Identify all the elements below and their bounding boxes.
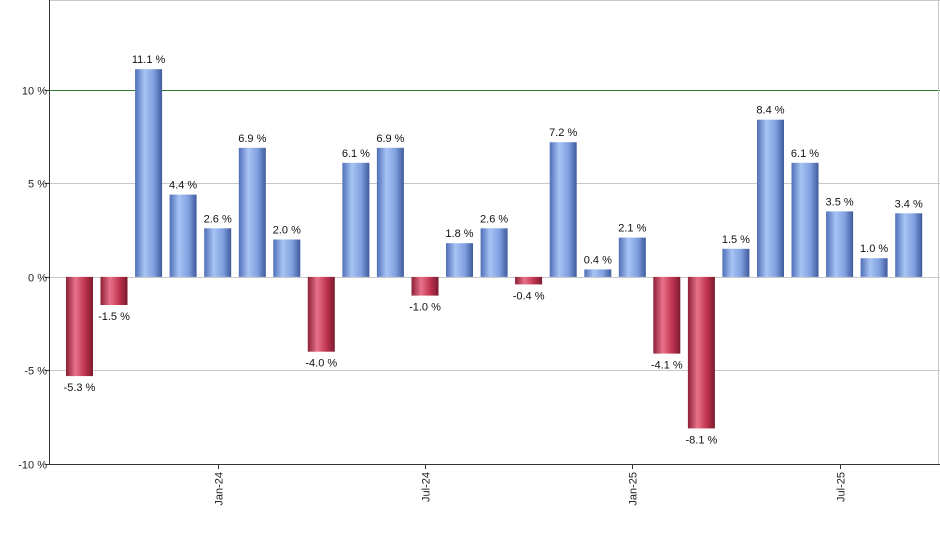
data-label: 6.9 % bbox=[376, 133, 404, 145]
y-tick-label: 0 % bbox=[28, 273, 47, 285]
bars bbox=[66, 69, 923, 429]
data-labels: -5.3 % -1.5 % 11.1 % 4.4 % 2.6 % 6.9 % 2.0 % -4… bbox=[64, 54, 923, 446]
x-tick-label: Jul-24 bbox=[421, 472, 433, 502]
y-tick-label: -5 % bbox=[24, 366, 47, 378]
bar bbox=[895, 213, 923, 277]
bar bbox=[826, 211, 854, 277]
data-label: 3.5 % bbox=[826, 196, 854, 208]
data-label: 2.0 % bbox=[273, 225, 301, 237]
data-label: 2.6 % bbox=[480, 213, 508, 225]
bar bbox=[66, 276, 93, 377]
data-label: 3.4 % bbox=[895, 198, 923, 210]
data-label: 11.1 % bbox=[132, 54, 166, 66]
data-label: -5.3 % bbox=[64, 382, 96, 394]
bar bbox=[515, 276, 543, 285]
bar bbox=[307, 276, 335, 352]
bar bbox=[376, 147, 404, 277]
data-label: -4.0 % bbox=[305, 358, 337, 370]
x-tick-label: Jan-25 bbox=[628, 472, 640, 506]
bar bbox=[618, 237, 646, 277]
data-label: 0.4 % bbox=[584, 254, 612, 266]
data-label: -1.5 % bbox=[98, 311, 130, 323]
bar bbox=[135, 69, 163, 277]
data-label: 1.8 % bbox=[445, 228, 473, 240]
data-label: 1.0 % bbox=[860, 243, 888, 255]
data-label: 1.5 % bbox=[722, 234, 750, 246]
y-tick-label: 10 % bbox=[22, 86, 47, 98]
data-label: 2.1 % bbox=[618, 223, 646, 235]
data-label: -0.4 % bbox=[513, 290, 545, 302]
data-label: -1.0 % bbox=[409, 302, 441, 314]
bar bbox=[653, 276, 681, 354]
data-label: 7.2 % bbox=[549, 127, 577, 139]
bar bbox=[687, 276, 715, 429]
bar bbox=[722, 248, 750, 277]
bar bbox=[757, 119, 784, 277]
data-label: 2.6 % bbox=[204, 213, 232, 225]
data-label: -4.1 % bbox=[651, 360, 683, 372]
bar bbox=[100, 276, 128, 305]
bar bbox=[411, 276, 439, 296]
bar bbox=[273, 239, 301, 277]
bar bbox=[446, 243, 473, 277]
y-tick-label: -10 % bbox=[18, 460, 47, 472]
data-label: 6.9 % bbox=[238, 133, 266, 145]
data-label: 6.1 % bbox=[791, 148, 819, 160]
axes: -10 % -5 % 0 % 5 % 10 % Jan-24 Jul-24 Jan-25 Jul… bbox=[18, 0, 940, 506]
bar bbox=[169, 194, 197, 277]
bar bbox=[549, 142, 577, 277]
bar bbox=[860, 258, 888, 277]
bar bbox=[204, 228, 232, 277]
data-label: 6.1 % bbox=[342, 148, 370, 160]
data-label: 8.4 % bbox=[756, 105, 784, 117]
bar bbox=[238, 147, 266, 277]
bar bbox=[342, 162, 370, 277]
data-label: -8.1 % bbox=[686, 435, 718, 447]
data-label: 4.4 % bbox=[169, 180, 197, 192]
bar bbox=[791, 162, 819, 277]
bar bbox=[480, 228, 508, 277]
y-tick-label: 5 % bbox=[28, 179, 47, 191]
x-tick-label: Jan-24 bbox=[214, 472, 226, 506]
x-tick-label: Jul-25 bbox=[836, 472, 848, 502]
bar bbox=[584, 269, 612, 277]
